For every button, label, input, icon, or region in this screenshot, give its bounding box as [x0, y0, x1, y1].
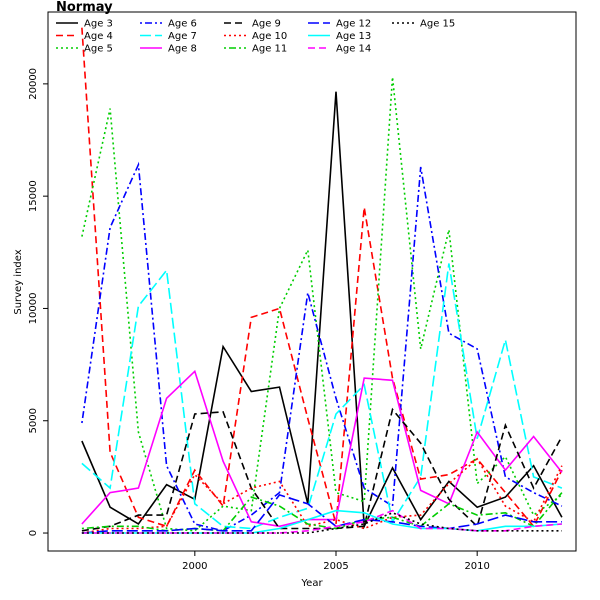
x-tick-label: 2005 — [323, 561, 348, 572]
chart-title: Normay — [56, 0, 113, 15]
series-line-6 — [81, 369, 563, 528]
series-line-4 — [81, 161, 563, 532]
x-axis-label: Year — [300, 578, 323, 589]
series-layer — [81, 27, 563, 534]
y-tick-label: 20000 — [28, 68, 39, 100]
legend-entry-label: Age 13 — [336, 31, 371, 42]
legend-entry-label: Age 12 — [336, 19, 371, 30]
y-tick-label: 15000 — [28, 180, 39, 212]
x-tick-label: 2000 — [182, 561, 207, 572]
plot-frame — [47, 11, 577, 552]
series-line-5 — [81, 263, 563, 530]
y-axis-label: Survey index — [13, 249, 24, 314]
legend-entry-label: Age 5 — [84, 44, 113, 55]
series-line-3 — [81, 77, 563, 532]
legend-entry-label: Age 6 — [168, 19, 197, 30]
series-line-13 — [81, 511, 562, 534]
series-line-7 — [81, 407, 563, 532]
y-axis: 0 5000 10000 15000 20000 — [28, 68, 48, 536]
legend-entry-label: Age 14 — [336, 44, 371, 55]
legend-entry-label: Age 4 — [84, 31, 113, 42]
legend-entry-label: Age 10 — [252, 31, 287, 42]
y-tick-label: 5000 — [28, 408, 39, 433]
x-axis: 2000 2005 2010 — [182, 551, 490, 572]
legend-entry-label: Age 7 — [168, 31, 197, 42]
legend-entry-label: Age 8 — [168, 44, 197, 55]
legend-entry-label: Age 9 — [252, 19, 281, 30]
legend-entry-label: Age 11 — [252, 44, 287, 55]
legend-entry-label: Age 15 — [420, 19, 455, 30]
series-line-2 — [81, 27, 563, 528]
series-line-8 — [81, 457, 563, 534]
legend-entry-label: Age 3 — [84, 19, 113, 30]
y-tick-label: 10000 — [28, 293, 39, 325]
series-line-1 — [81, 91, 563, 530]
y-tick-label: 0 — [28, 530, 39, 536]
x-tick-label: 2010 — [464, 561, 489, 572]
series-line-9 — [81, 492, 563, 532]
